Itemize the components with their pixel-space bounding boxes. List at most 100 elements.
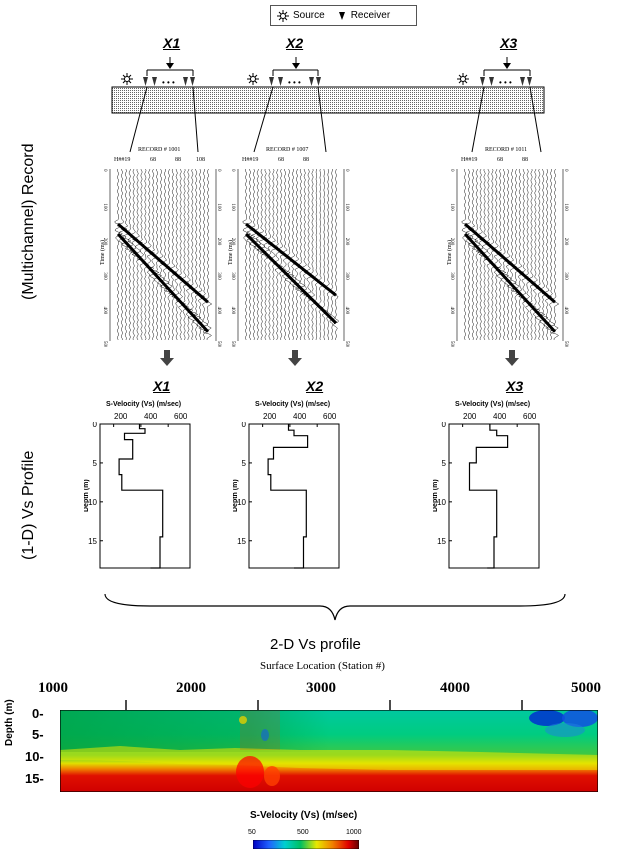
seismic-trace <box>313 168 320 341</box>
seismic-trace <box>114 168 123 341</box>
seismic-trace <box>523 168 534 341</box>
record-time-tick: 0 <box>449 169 454 172</box>
record-time-tick: 100 <box>563 203 568 211</box>
colorbar-tick: 1000 <box>346 829 362 836</box>
vs-ytick: 10 <box>437 498 446 507</box>
vs-profile-line <box>267 424 309 569</box>
y-tick-label: 10- <box>25 749 44 764</box>
seismic-arrival <box>463 232 557 333</box>
seismic-trace <box>514 168 524 341</box>
record-axis-label: Time (ms) <box>228 240 234 265</box>
seismic-trace <box>510 168 520 341</box>
record-time-tick: 300 <box>102 272 107 280</box>
vs-ytick: 10 <box>88 498 97 507</box>
record-time-tick: 0 <box>102 169 107 172</box>
record-2: RECORD # 1007 H##19 68 88 0 0 100 100 200 200… <box>228 147 358 347</box>
vs-xtick: 600 <box>523 412 537 421</box>
vs-profile-title: S-Velocity (Vs) (m/sec) <box>455 401 531 408</box>
record-top-tick: 108 <box>196 157 205 163</box>
seismic-trace <box>503 168 514 341</box>
legend-source-label: Source <box>293 10 325 21</box>
record-time-tick: 200 <box>102 238 107 246</box>
seismic-trace <box>203 168 213 341</box>
seismic-trace <box>488 168 497 341</box>
vs-ylabel: Depth (m) <box>233 479 239 512</box>
record-3: RECORD # 1011 H##19 68 88 0 0 100 100 200 200… <box>447 147 577 347</box>
brace <box>104 593 566 621</box>
vs-xtick: 600 <box>174 412 188 421</box>
position-label-x1: X1 <box>163 35 181 51</box>
vs-profile-plot: 0 5 10 15 Depth (m) <box>84 422 191 569</box>
vs-ytick: 10 <box>237 498 246 507</box>
seismic-trace <box>464 168 475 341</box>
seismic-trace <box>307 168 318 341</box>
seismic-trace <box>152 169 162 341</box>
vs-profile-1: S-Velocity (Vs) (m/sec) 200 400 600 0 5 10… <box>84 398 194 573</box>
record-time-tick: 100 <box>449 203 454 211</box>
seismic-trace <box>242 168 251 341</box>
seismic-trace <box>332 168 339 341</box>
record-time-tick: 300 <box>344 272 349 280</box>
record-time-tick: 500 <box>230 341 235 347</box>
seismic-trace <box>324 168 332 341</box>
down-arrow-icon <box>288 350 302 366</box>
seismic-trace <box>467 168 479 341</box>
x-tick-label: 2000 <box>176 680 206 696</box>
record-time-tick: 200 <box>344 238 349 246</box>
seismic-trace <box>288 168 297 341</box>
colorbar <box>253 840 359 849</box>
record-time-tick: 500 <box>102 341 107 347</box>
seismic-trace <box>141 168 150 341</box>
record-time-tick: 300 <box>230 272 235 280</box>
seismic-arrival <box>245 222 337 297</box>
x-tick-label: 1000 <box>38 680 68 696</box>
vs-xtick: 200 <box>114 412 128 421</box>
vs-xtick: 600 <box>323 412 337 421</box>
seismic-trace <box>272 168 284 341</box>
colorbar-tick: 500 <box>297 829 309 836</box>
receiver-icon <box>338 11 345 20</box>
vs-xtick: 400 <box>144 412 158 421</box>
x-tick-marks <box>125 700 523 710</box>
seismic-trace <box>472 168 481 341</box>
position-label-x2: X2 <box>286 35 304 51</box>
record-top-tick: 68 <box>150 157 156 163</box>
vs-profile-3: S-Velocity (Vs) (m/sec) 200 400 600 0 5 10… <box>433 398 543 573</box>
seismic-trace <box>526 168 537 341</box>
seismogram: 0 0 100 100 200 200 300 300 400 400 500 500 Time (ms… <box>228 168 349 347</box>
record-time-tick: 400 <box>344 307 349 315</box>
seismic-trace <box>117 168 128 341</box>
surface-location-label: Surface Location (Station #) <box>260 660 385 672</box>
vs-2d-section <box>60 710 598 792</box>
vs-ytick: 0 <box>442 422 447 429</box>
legend-receiver: Receiver <box>337 10 390 21</box>
seismic-trace <box>303 168 315 341</box>
vs-ytick: 15 <box>237 537 246 546</box>
seismic-trace <box>131 168 143 341</box>
vs-profile-title: S-Velocity (Vs) (m/sec) <box>106 401 182 408</box>
position-label-x3: X3 <box>500 35 518 51</box>
seismic-trace <box>483 168 494 341</box>
seismic-trace <box>545 168 556 341</box>
seismic-trace <box>265 168 274 341</box>
vs-ytick: 5 <box>93 459 98 468</box>
record-top-tick: 68 <box>497 157 503 163</box>
seismic-trace <box>530 168 541 341</box>
down-arrow-icon <box>160 350 174 366</box>
record-title: RECORD # 1011 <box>485 147 528 153</box>
x-tick-label: 4000 <box>440 680 470 696</box>
record-header: H##19 <box>242 157 259 163</box>
record-time-tick: 100 <box>344 203 349 211</box>
seismic-trace <box>192 168 202 341</box>
record-time-tick: 500 <box>449 341 454 347</box>
seismic-trace <box>539 168 549 341</box>
vs-ylabel: Depth (m) <box>433 479 439 512</box>
legend-receiver-label: Receiver <box>350 10 391 21</box>
source-icon <box>121 73 133 85</box>
seismogram: 0 0 100 100 200 200 300 300 400 400 500 500 Time (ms… <box>100 168 221 347</box>
record-time-tick: 200 <box>449 238 454 246</box>
seismic-trace <box>159 168 170 341</box>
seismic-trace <box>253 168 263 341</box>
vs-frame <box>248 423 340 569</box>
vs-ytick: 5 <box>242 459 247 468</box>
